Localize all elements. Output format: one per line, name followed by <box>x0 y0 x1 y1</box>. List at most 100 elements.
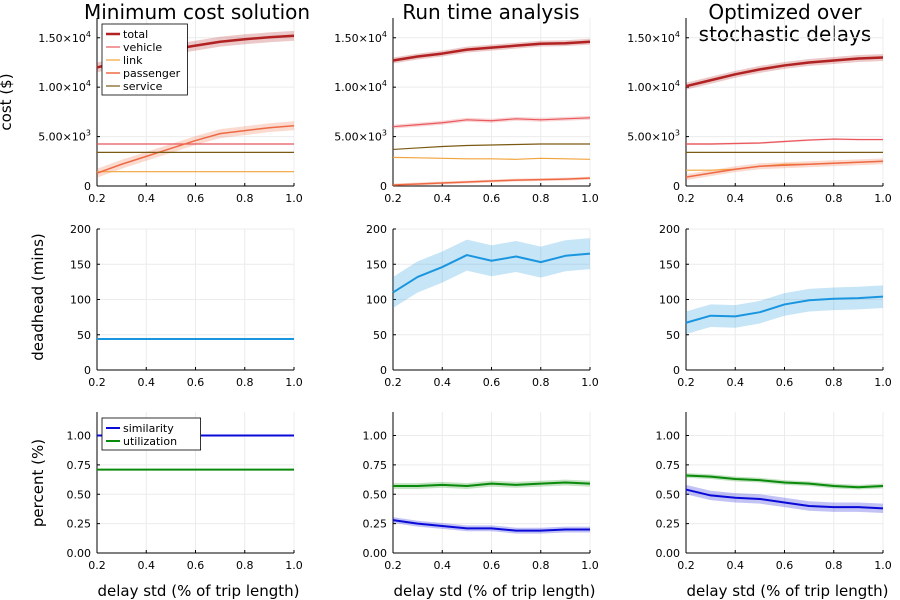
x-tick-label: 0.6 <box>187 192 205 205</box>
band-total <box>686 54 883 90</box>
series-passenger <box>96 124 295 174</box>
column-titles: Minimum cost solution Run time analysis Op… <box>84 0 871 46</box>
band-similarity <box>393 517 590 534</box>
x-tick-label: 0.6 <box>776 376 794 389</box>
band-vehicle <box>393 115 590 129</box>
x-tick-label: 1.0 <box>581 559 599 572</box>
x-tick-label: 0.6 <box>187 559 205 572</box>
x-tick-label: 0.2 <box>88 376 106 389</box>
y-tick-label: 5.00×103 <box>334 129 387 144</box>
legend-entry: utilization <box>123 435 177 448</box>
y-tick-label: 0 <box>673 364 680 377</box>
y-tick-label: 0 <box>84 364 91 377</box>
series-vehicle <box>392 117 591 128</box>
series-passenger <box>685 160 884 178</box>
series-total <box>392 40 591 62</box>
y-tick-label: 5.00×103 <box>627 129 680 144</box>
x-tick-label: 1.0 <box>874 192 892 205</box>
x-tick-label: 0.2 <box>677 192 695 205</box>
x-tick-label: 0.2 <box>677 376 695 389</box>
y-tick-label: 50 <box>373 329 387 342</box>
panel-row3-col3: 0.2 0.4 0.6 0.8 1.0 0.00 0.25 0.50 0.75 1.00 <box>656 412 892 572</box>
x-axis-label: delay std (% of trip length) <box>393 582 595 600</box>
x-tick-label: 0.4 <box>727 192 745 205</box>
y-tick-label: 0 <box>84 180 91 193</box>
y-tick-label: 100 <box>70 294 91 307</box>
x-tick-label: 0.4 <box>434 376 452 389</box>
series-utilization <box>685 474 884 489</box>
y-axis-label: deadhead (mins) <box>29 233 47 361</box>
x-tick-label: 1.0 <box>285 376 303 389</box>
band-total <box>97 30 294 73</box>
x-tick-label: 0.6 <box>483 192 501 205</box>
x-tick-label: 0.4 <box>434 559 452 572</box>
y-tick-label: 150 <box>659 258 680 271</box>
x-tick-label: 0.4 <box>727 559 745 572</box>
grid <box>96 228 295 371</box>
y-tick-label: 5.00×103 <box>38 129 91 144</box>
x-tick-label: 0.4 <box>434 192 452 205</box>
x-tick-label: 0.8 <box>532 376 550 389</box>
legend-entry: total <box>123 28 148 41</box>
y-tick-label: 0 <box>380 364 387 377</box>
series-deadhead <box>392 252 591 294</box>
y-tick-label: 1.00×104 <box>334 79 387 94</box>
panel-row1-col3: 0.2 0.4 0.6 0.8 1.0 0 5.00×103 1.00×104 1.50×104 <box>627 18 892 205</box>
y-tick-label: 1.00 <box>363 430 388 443</box>
band-deadhead <box>686 285 883 335</box>
x-tick-label: 0.8 <box>825 192 843 205</box>
y-tick-label: 1.00×104 <box>38 79 91 94</box>
x-tick-label: 0.6 <box>187 376 205 389</box>
series-total <box>685 56 884 88</box>
x-tick-label: 0.2 <box>384 559 402 572</box>
y-tick-label: 150 <box>366 258 387 271</box>
series-deadhead <box>685 295 884 324</box>
x-tick-label: 0.8 <box>236 192 254 205</box>
y-tick-label: 200 <box>659 223 680 236</box>
x-tick-label: 0.8 <box>236 376 254 389</box>
band-similarity <box>686 484 883 514</box>
panels: 0.2 0.4 0.6 0.8 1.005.00×1031.00×1041.50×104… <box>38 18 892 572</box>
legend-entry: passenger <box>123 67 181 80</box>
y-tick-label: 150 <box>70 258 91 271</box>
y-tick-label: 0.25 <box>363 518 388 531</box>
panel-row3-col2: 0.2 0.4 0.6 0.8 1.0 0.00 0.25 0.50 0.75 1.00 <box>363 412 599 572</box>
y-tick-label: 0.00 <box>656 547 681 560</box>
x-tick-label: 1.0 <box>874 559 892 572</box>
y-tick-label: 0.50 <box>67 488 92 501</box>
y-axis-label: cost ($) <box>0 73 15 130</box>
y-tick-label: 100 <box>659 294 680 307</box>
y-tick-label: 1.50×104 <box>334 30 387 45</box>
panel-row2-col3: 0.2 0.4 0.6 0.8 1.0 0 50 100 150 200 <box>659 223 892 389</box>
y-tick-label: 0.50 <box>363 488 388 501</box>
x-tick-label: 1.0 <box>581 192 599 205</box>
panel-row1-col1: 0.2 0.4 0.6 0.8 1.0 0 5.00×103 1.00×104 1.50×104… <box>38 18 303 205</box>
y-tick-label: 0 <box>673 180 680 193</box>
x-tick-label: 0.6 <box>776 192 794 205</box>
x-tick-label: 1.0 <box>285 559 303 572</box>
x-tick-label: 0.2 <box>384 376 402 389</box>
panel-row2-col1: 0.2 0.4 0.6 0.8 1.0 0 50 100 150 200 <box>70 223 303 389</box>
panel-row2-col2: 0.2 0.4 0.6 0.8 1.0 0 50 100 150 200 <box>366 223 599 389</box>
y-tick-label: 0.75 <box>363 459 388 472</box>
series-passenger <box>392 177 591 186</box>
x-tick-label: 0.4 <box>138 192 156 205</box>
series-utilization <box>393 481 591 488</box>
column-x-labels: delay std (% of trip length) delay std (%… <box>97 582 888 600</box>
x-tick-label: 0.8 <box>825 376 843 389</box>
x-tick-label: 1.0 <box>581 376 599 389</box>
y-tick-label: 200 <box>366 223 387 236</box>
y-tick-label: 1.00 <box>67 430 92 443</box>
column-title: Optimized over stochastic delays <box>699 0 872 46</box>
y-tick-label: 0.75 <box>656 459 681 472</box>
y-tick-label: 0 <box>380 180 387 193</box>
x-tick-label: 0.6 <box>483 559 501 572</box>
band-deadhead <box>393 238 590 308</box>
y-tick-label: 0.00 <box>67 547 92 560</box>
y-tick-label: 0.50 <box>656 488 681 501</box>
panel-row3-col1: 0.2 0.4 0.6 0.8 1.0 0.00 0.25 0.50 0.75 1.00 simil… <box>67 412 303 572</box>
series-similarity <box>392 519 590 532</box>
x-tick-label: 0.4 <box>138 376 156 389</box>
